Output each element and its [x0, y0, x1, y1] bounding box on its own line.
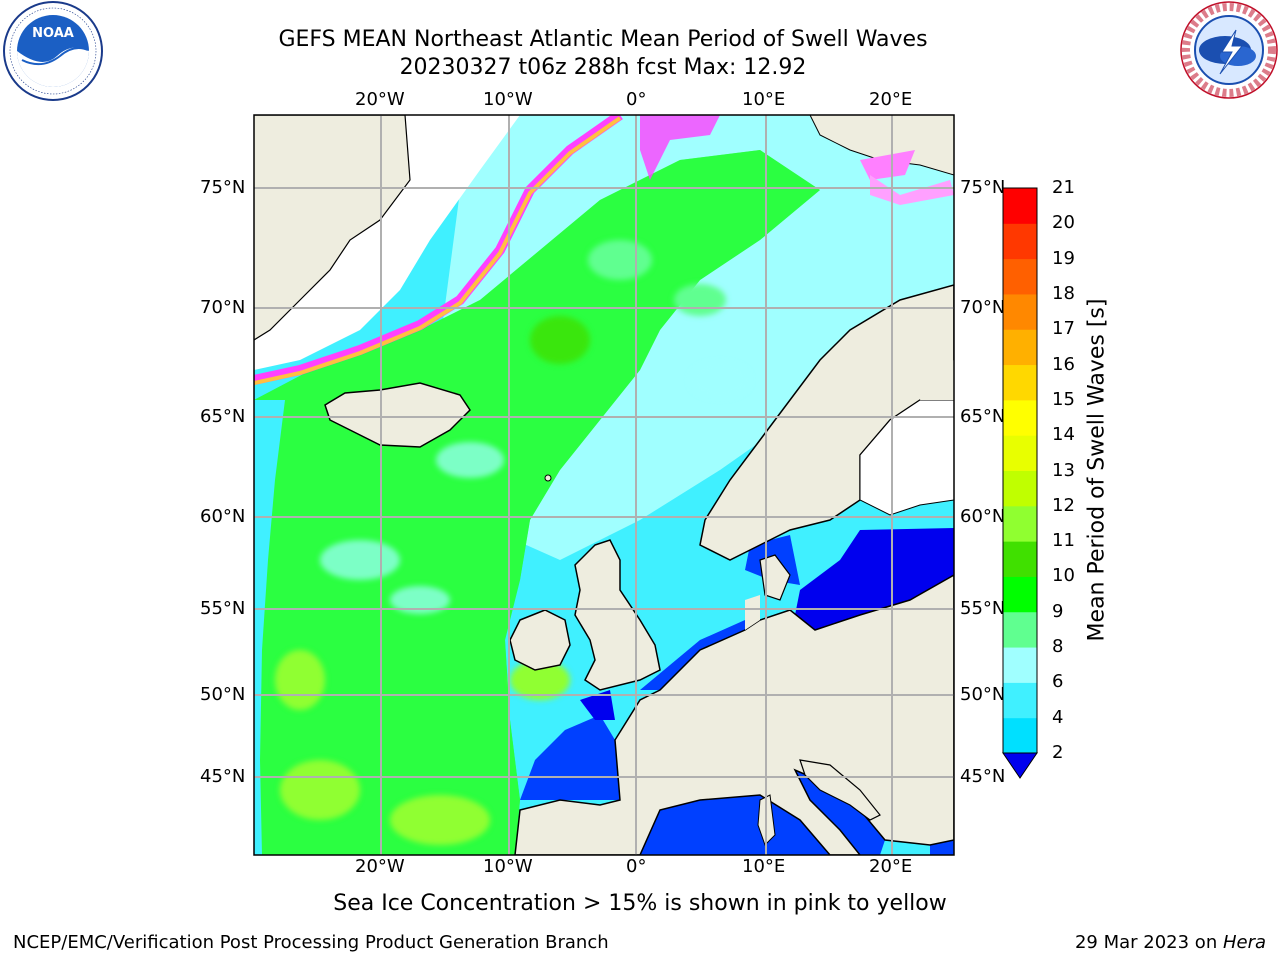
colorbar-tick-label: 2 — [1052, 742, 1064, 763]
noaa-logo-icon: NOAA — [3, 1, 103, 101]
lon-label-top-20w: 20°W — [355, 89, 405, 110]
colorbar-tick-label: 21 — [1052, 177, 1075, 198]
colorbar-segment — [1003, 435, 1037, 471]
lat-label-left-55n: 55°N — [200, 598, 246, 619]
colorbar-segment — [1003, 541, 1037, 577]
iceland — [324, 382, 471, 448]
lon-label-bottom-10w: 10°W — [483, 856, 533, 877]
colorbar-tick-label: 18 — [1052, 282, 1075, 304]
colorbar-segment — [1003, 717, 1037, 754]
colorbar-tick-label: 6 — [1052, 671, 1064, 693]
lon-label-bottom-0: 0° — [626, 856, 647, 877]
lat-label-right-70n: 70°N — [960, 297, 1006, 318]
lat-label-right-55n: 55°N — [960, 598, 1006, 619]
colorbar-tick-label: 11 — [1052, 530, 1075, 552]
lon-label-bottom-10e: 10°E — [742, 856, 786, 877]
colorbar-tick-label: 16 — [1052, 353, 1075, 375]
colorbar-segment — [1003, 329, 1037, 366]
footer-date: 29 Mar 2023 on Hera — [1075, 932, 1266, 953]
ireland — [509, 609, 571, 671]
colorbar-tick-label: 14 — [1052, 424, 1075, 446]
colorbar-tick-label: 15 — [1052, 388, 1075, 410]
lat-label-right-50n: 50°N — [960, 684, 1006, 705]
colorbar-segment — [1003, 505, 1037, 542]
lat-label-left-75n: 75°N — [200, 177, 246, 198]
great-britain — [574, 539, 661, 691]
colorbar-tick-label: 13 — [1052, 459, 1075, 481]
colorbar-tick-label: 17 — [1052, 318, 1075, 340]
footer-credit: NCEP/EMC/Verification Post Processing Pr… — [13, 932, 609, 953]
colorbar-segment — [1003, 188, 1037, 224]
lat-label-left-60n: 60°N — [200, 506, 246, 527]
lon-label-bottom-20e: 20°E — [869, 856, 913, 877]
footer-host: Hera — [1222, 932, 1266, 953]
colorbar-segment — [1003, 399, 1037, 436]
lat-label-left-45n: 45°N — [200, 766, 246, 787]
colorbar-segment — [1003, 611, 1037, 648]
lat-label-left-70n: 70°N — [200, 297, 246, 318]
map-frame — [253, 114, 955, 856]
lat-label-left-50n: 50°N — [200, 684, 246, 705]
colorbar-segment — [1003, 576, 1037, 613]
colorbar-segment — [1003, 682, 1037, 719]
sea-ice-note: Sea Ice Concentration > 15% is shown in … — [333, 891, 947, 916]
lat-label-right-75n: 75°N — [960, 177, 1006, 198]
lat-label-right-65n: 65°N — [960, 406, 1006, 427]
colorbar-segment — [1003, 470, 1037, 507]
colorbar — [1002, 187, 1038, 779]
colorbar-tick-label: 10 — [1052, 565, 1075, 587]
footer-date-text: 29 Mar 2023 on — [1074, 932, 1223, 953]
colorbar-tick-label: 12 — [1052, 494, 1075, 516]
colorbar-title: Mean Period of Swell Waves [s] — [1084, 298, 1110, 642]
lat-label-left-65n: 65°N — [200, 406, 246, 427]
lon-label-top-10w: 10°W — [483, 89, 533, 110]
lon-label-bottom-20w: 20°W — [355, 856, 405, 877]
lon-label-top-20e: 20°E — [869, 89, 913, 110]
lat-label-right-45n: 45°N — [960, 766, 1006, 787]
colorbar-segment — [1003, 647, 1037, 683]
colorbar-tick-label: 20 — [1052, 212, 1075, 234]
colorbar-tick-label: 9 — [1052, 600, 1064, 622]
colorbar-segment — [1003, 258, 1037, 295]
lat-label-right-60n: 60°N — [960, 506, 1006, 527]
colorbar-segment — [1003, 364, 1037, 401]
colorbar-tick-label: 8 — [1052, 636, 1064, 658]
chart-subtitle: 20230327 t06z 288h fcst Max: 12.92 — [399, 55, 807, 80]
colorbar-tick-label: 19 — [1052, 247, 1075, 269]
chart-title: GEFS MEAN Northeast Atlantic Mean Period… — [278, 27, 928, 52]
colorbar-tick-label: 4 — [1052, 706, 1064, 728]
map-grid — [254, 115, 954, 855]
lon-label-top-0: 0° — [626, 89, 647, 110]
lon-label-top-10e: 10°E — [742, 89, 786, 110]
colorbar-segment — [1003, 223, 1037, 260]
colorbar-segment — [1003, 293, 1037, 330]
nws-logo-icon — [1180, 1, 1278, 99]
noaa-logo-text: NOAA — [32, 26, 74, 41]
